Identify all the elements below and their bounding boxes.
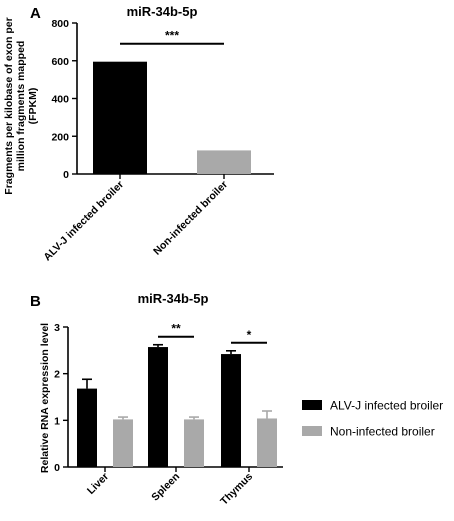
panel-b-xtick-label: Thymus — [218, 471, 255, 508]
panel-a-ylabel-line3: (FPKM) — [27, 88, 39, 125]
panel-b-significance-label: ** — [171, 322, 181, 336]
panel-a-bar — [197, 150, 251, 174]
panel-b-letter: B — [30, 293, 41, 310]
panel-a-bar — [93, 61, 147, 174]
panel-b-legend-swatch — [302, 400, 322, 410]
panel-b-ytick-label: 1 — [54, 415, 60, 427]
panel-b-bar — [184, 419, 204, 467]
panel-b-ytick-label: 0 — [54, 462, 60, 474]
panel-a-ytick-label: 0 — [63, 169, 69, 181]
panel-a-significance-label: *** — [165, 29, 179, 43]
panel-a-ylabel-line2: million fragments mapped — [15, 41, 27, 172]
panel-b-bar — [221, 354, 241, 467]
panel-a-plot: 0 200 400 600 800 ALV-J infected broiler Non-i… — [41, 18, 274, 263]
panel-b-bar — [77, 388, 97, 467]
panel-a-title: miR-34b-5p — [127, 4, 198, 19]
panel-b-bar — [148, 347, 168, 467]
panel-b-bar — [257, 418, 277, 467]
panel-a-ylabel-line1: Fragments per kilobase of exon per — [3, 17, 15, 194]
panel-b-legend-label: Non-infected broiler — [330, 425, 435, 439]
panel-b-xtick-label: Spleen — [149, 471, 182, 504]
panel-b-ytick-label: 3 — [54, 322, 60, 334]
panel-a-xtick-label: ALV-J infected broiler — [41, 179, 126, 264]
panel-b-significance-label: * — [247, 328, 252, 342]
panel-a-ytick-label: 800 — [51, 18, 69, 30]
panel-a-ytick-label: 400 — [51, 94, 69, 106]
panel-b-xtick-label: Liver — [85, 471, 111, 497]
panel-a-ytick-label: 200 — [51, 131, 69, 143]
panel-b-ytick-label: 2 — [54, 369, 60, 381]
panel-b-ylabel: Relative RNA expression level — [39, 323, 51, 473]
panel-b-legend-swatch — [302, 426, 322, 436]
panel-b-legend-label: ALV-J infected broiler — [330, 399, 443, 413]
panel-b-title: miR-34b-5p — [138, 291, 209, 306]
panel-a-xtick-label: Non-infected broiler — [151, 179, 230, 258]
panel-b-bar — [113, 419, 133, 467]
panel-b-legend: ALV-J infected broiler Non-infected broil… — [302, 399, 443, 439]
panel-a-ytick-label: 600 — [51, 56, 69, 68]
panel-a-letter: A — [30, 5, 41, 22]
